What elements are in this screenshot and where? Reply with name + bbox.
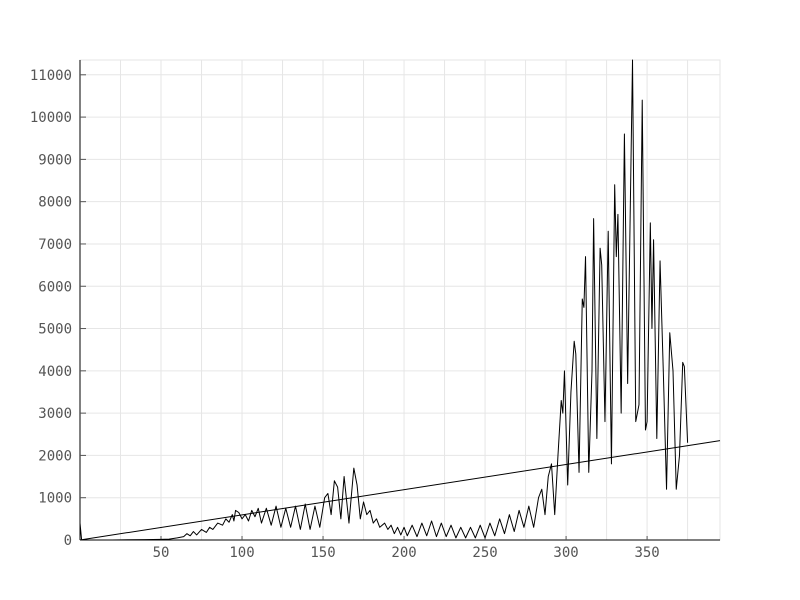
y-tick-label: 6000 xyxy=(38,279,72,295)
y-tick-label: 2000 xyxy=(38,448,72,464)
tick-labels: 50 100 150 200 250 300 350 0 1000 2000 3000 4000 500… xyxy=(30,68,660,561)
y-tick-label: 8000 xyxy=(38,195,72,211)
y-tick-label: 0 xyxy=(64,533,72,549)
x-tick-label: 200 xyxy=(391,545,416,561)
x-tick-label: 250 xyxy=(472,545,497,561)
x-tick-label: 100 xyxy=(229,545,254,561)
y-tick-label: 3000 xyxy=(38,406,72,422)
y-tick-label: 5000 xyxy=(38,322,72,338)
plot-border xyxy=(79,59,721,541)
series-line xyxy=(79,59,689,541)
x-tick-label: 300 xyxy=(553,545,578,561)
trend-line xyxy=(79,440,721,541)
y-tick-label: 9000 xyxy=(38,152,72,168)
y-tick-label: 1000 xyxy=(38,491,72,507)
y-tick-label: 11000 xyxy=(30,68,72,84)
grid xyxy=(79,59,721,541)
x-tick-label: 50 xyxy=(153,545,170,561)
y-tick-label: 7000 xyxy=(38,237,72,253)
x-tick-label: 150 xyxy=(310,545,335,561)
x-tick-label: 350 xyxy=(634,545,659,561)
axes xyxy=(79,60,720,541)
y-tick-label: 4000 xyxy=(38,364,72,380)
series-group xyxy=(79,59,721,541)
y-tick-label: 10000 xyxy=(30,110,72,126)
